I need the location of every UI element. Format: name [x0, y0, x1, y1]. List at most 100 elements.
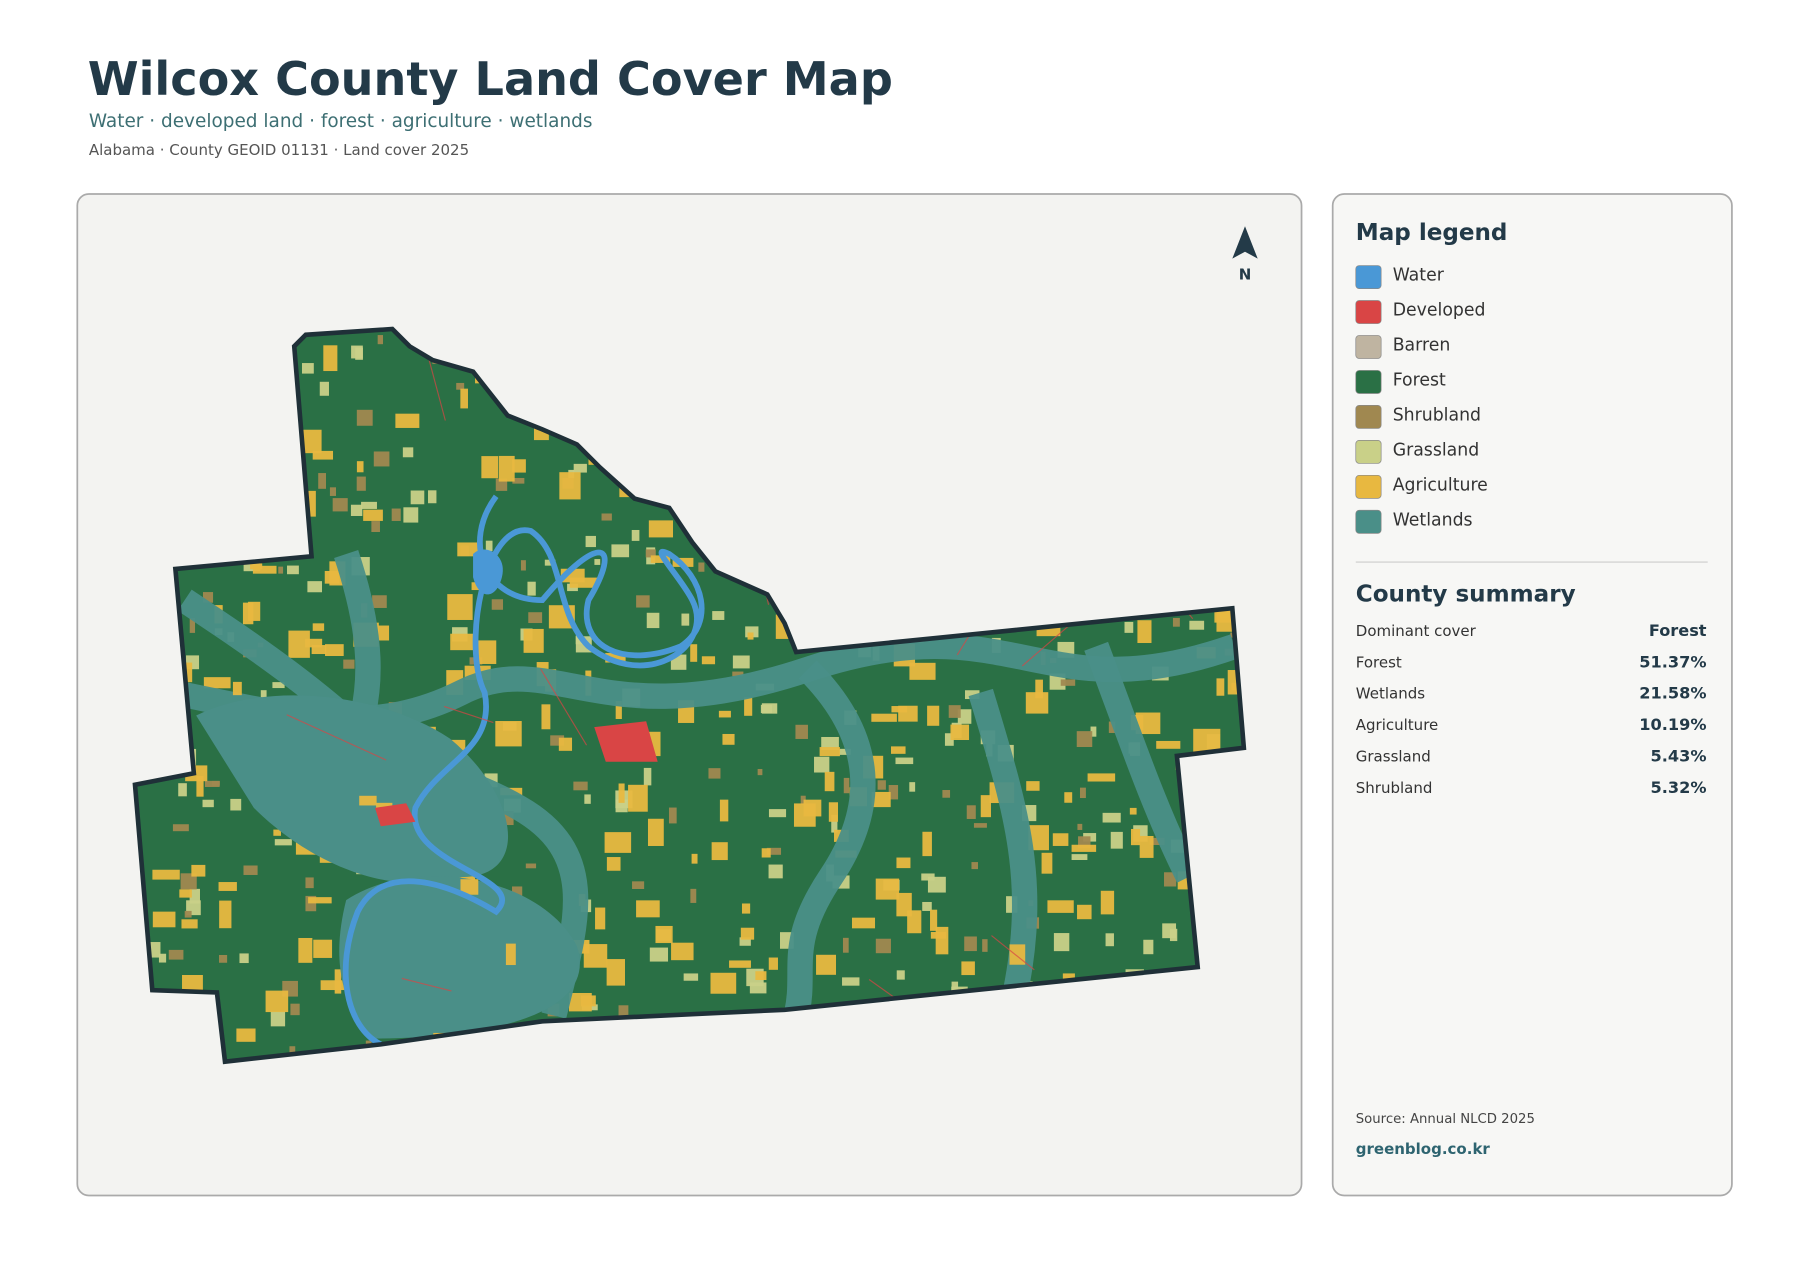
- patch: [701, 656, 716, 665]
- legend: Water Developed Barren Forest Shrubland Grass…: [1355, 265, 1488, 534]
- patch: [739, 937, 751, 946]
- patch: [1087, 773, 1116, 782]
- meta: Alabama · County GEOID 01131 · Land cove…: [89, 141, 469, 159]
- patch: [202, 799, 214, 808]
- patch: [948, 705, 961, 718]
- patch: [768, 809, 787, 818]
- patch: [927, 705, 940, 726]
- patch: [973, 823, 987, 828]
- patch: [732, 671, 744, 677]
- legend-label: Barren: [1393, 335, 1451, 355]
- patch: [875, 938, 891, 954]
- patch: [655, 925, 673, 944]
- patch: [356, 461, 364, 473]
- patch: [819, 747, 840, 757]
- patch: [527, 581, 536, 596]
- patch: [628, 784, 648, 812]
- patch: [288, 630, 310, 658]
- patch: [308, 897, 332, 904]
- patch: [219, 954, 228, 963]
- patch: [363, 509, 383, 521]
- patch: [615, 700, 622, 719]
- patch: [971, 862, 979, 870]
- patch: [935, 926, 949, 955]
- patch: [768, 864, 783, 879]
- patch: [324, 570, 340, 584]
- patch: [839, 748, 851, 755]
- patch: [1149, 837, 1165, 846]
- patch: [230, 798, 242, 811]
- patch: [528, 612, 543, 624]
- patch: [1124, 621, 1134, 633]
- legend-swatch: [1355, 370, 1382, 394]
- legend-label: Shrubland: [1393, 405, 1481, 425]
- patch: [831, 814, 838, 833]
- patch: [495, 478, 508, 491]
- patch: [1025, 692, 1049, 714]
- patch: [184, 910, 192, 918]
- patch: [361, 501, 377, 509]
- site-link[interactable]: greenblog.co.kr: [1356, 1140, 1491, 1158]
- patch: [698, 562, 705, 572]
- patch: [372, 595, 387, 608]
- patch: [1006, 896, 1018, 913]
- patch: [272, 682, 285, 689]
- patch: [152, 911, 176, 928]
- patch: [476, 640, 497, 664]
- patch: [710, 972, 737, 994]
- patch: [950, 724, 970, 741]
- patch: [181, 919, 198, 929]
- summary-label: Agriculture: [1356, 716, 1439, 734]
- patch: [964, 690, 980, 700]
- patch: [243, 865, 258, 875]
- patch: [191, 864, 206, 877]
- patch: [896, 857, 911, 869]
- patch: [158, 953, 167, 963]
- patch: [909, 782, 916, 792]
- patch: [944, 733, 954, 746]
- patch: [816, 954, 837, 975]
- patch: [232, 681, 242, 696]
- patch: [595, 907, 606, 930]
- patch: [800, 795, 806, 806]
- patch: [498, 455, 515, 482]
- wetland: [783, 660, 876, 1019]
- patch: [711, 842, 728, 861]
- patch: [1129, 807, 1137, 815]
- patch: [729, 960, 751, 968]
- patch: [323, 345, 338, 372]
- summary-value: 10.19%: [1639, 715, 1706, 734]
- patch: [558, 737, 573, 751]
- legend-label: Forest: [1393, 370, 1446, 390]
- summary-value: Forest: [1649, 621, 1707, 640]
- patch: [795, 724, 808, 739]
- patch: [957, 709, 972, 724]
- patch: [573, 781, 588, 791]
- patch: [895, 757, 914, 765]
- patch: [631, 529, 640, 541]
- patch: [708, 768, 721, 779]
- patch: [1164, 872, 1177, 887]
- patch: [252, 565, 277, 574]
- patch: [712, 611, 725, 620]
- patch: [1028, 825, 1049, 851]
- patch: [491, 599, 504, 610]
- patch: [395, 413, 420, 428]
- patch: [1156, 740, 1181, 749]
- patch: [604, 832, 632, 853]
- patch: [219, 900, 232, 929]
- patch: [719, 799, 729, 822]
- patch: [525, 863, 537, 869]
- patch: [909, 662, 936, 680]
- patch: [740, 927, 755, 940]
- patch: [512, 459, 526, 473]
- patch: [747, 632, 754, 640]
- river: [342, 494, 705, 1047]
- patch: [1090, 726, 1097, 737]
- patch: [842, 937, 849, 953]
- patch: [1105, 933, 1114, 947]
- patch: [312, 450, 334, 460]
- patch: [749, 982, 767, 994]
- road: [540, 668, 588, 746]
